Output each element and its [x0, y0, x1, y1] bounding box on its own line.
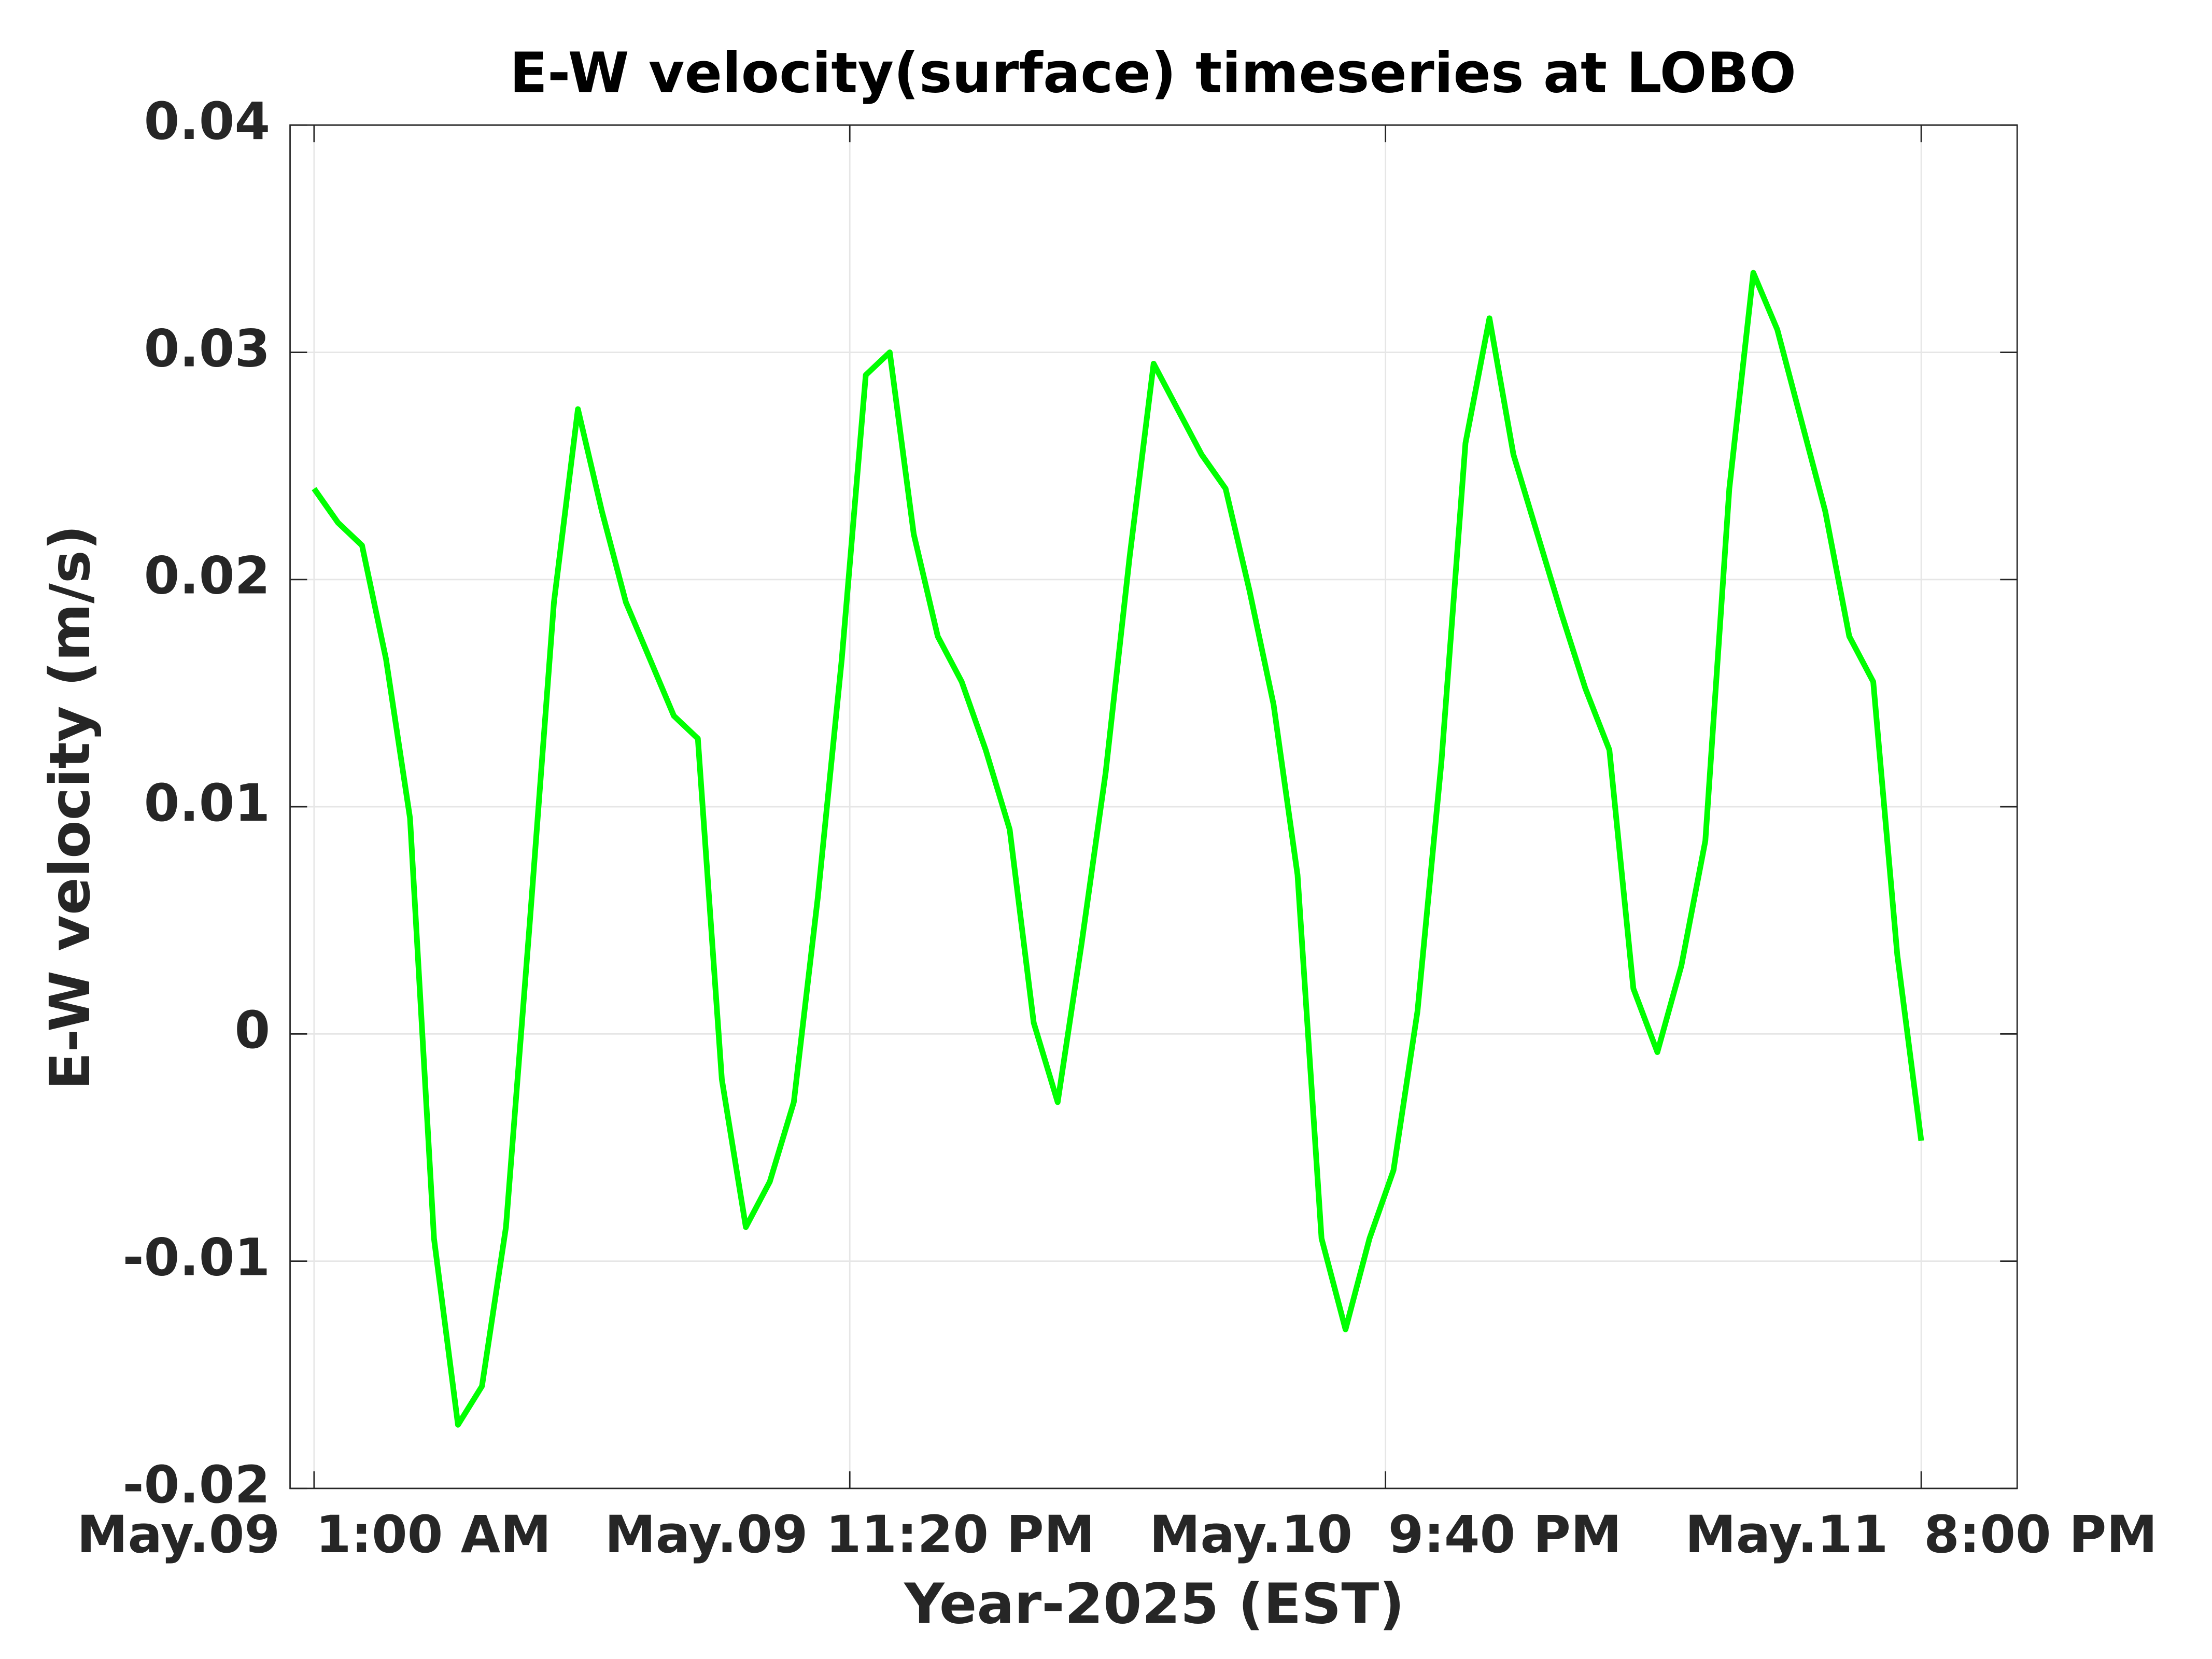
x-axis-label: Year-2025 (EST) — [903, 1572, 1404, 1637]
y-tick-label: -0.01 — [123, 1228, 270, 1288]
y-axis-label: E-W velocity (m/s) — [38, 525, 103, 1090]
x-tick-label: May.11 8:00 PM — [1685, 1505, 2158, 1565]
plot-frame — [289, 124, 2018, 1489]
x-tick-label: May.09 1:00 AM — [77, 1505, 551, 1565]
chart-title: E-W velocity(surface) timeseries at LOBO — [510, 41, 1796, 105]
x-tick-label: May.10 9:40 PM — [1149, 1505, 1622, 1565]
data-line — [312, 270, 1924, 1428]
y-tick-label: 0 — [234, 1001, 270, 1060]
y-tick-label: 0.03 — [144, 319, 271, 378]
y-tick-label: -0.02 — [123, 1455, 270, 1515]
y-tick-label: 0.02 — [144, 546, 271, 606]
y-tick-label: 0.01 — [144, 774, 271, 833]
y-tick-label: 0.04 — [144, 92, 271, 151]
x-tick-label: May.09 11:20 PM — [605, 1505, 1095, 1565]
